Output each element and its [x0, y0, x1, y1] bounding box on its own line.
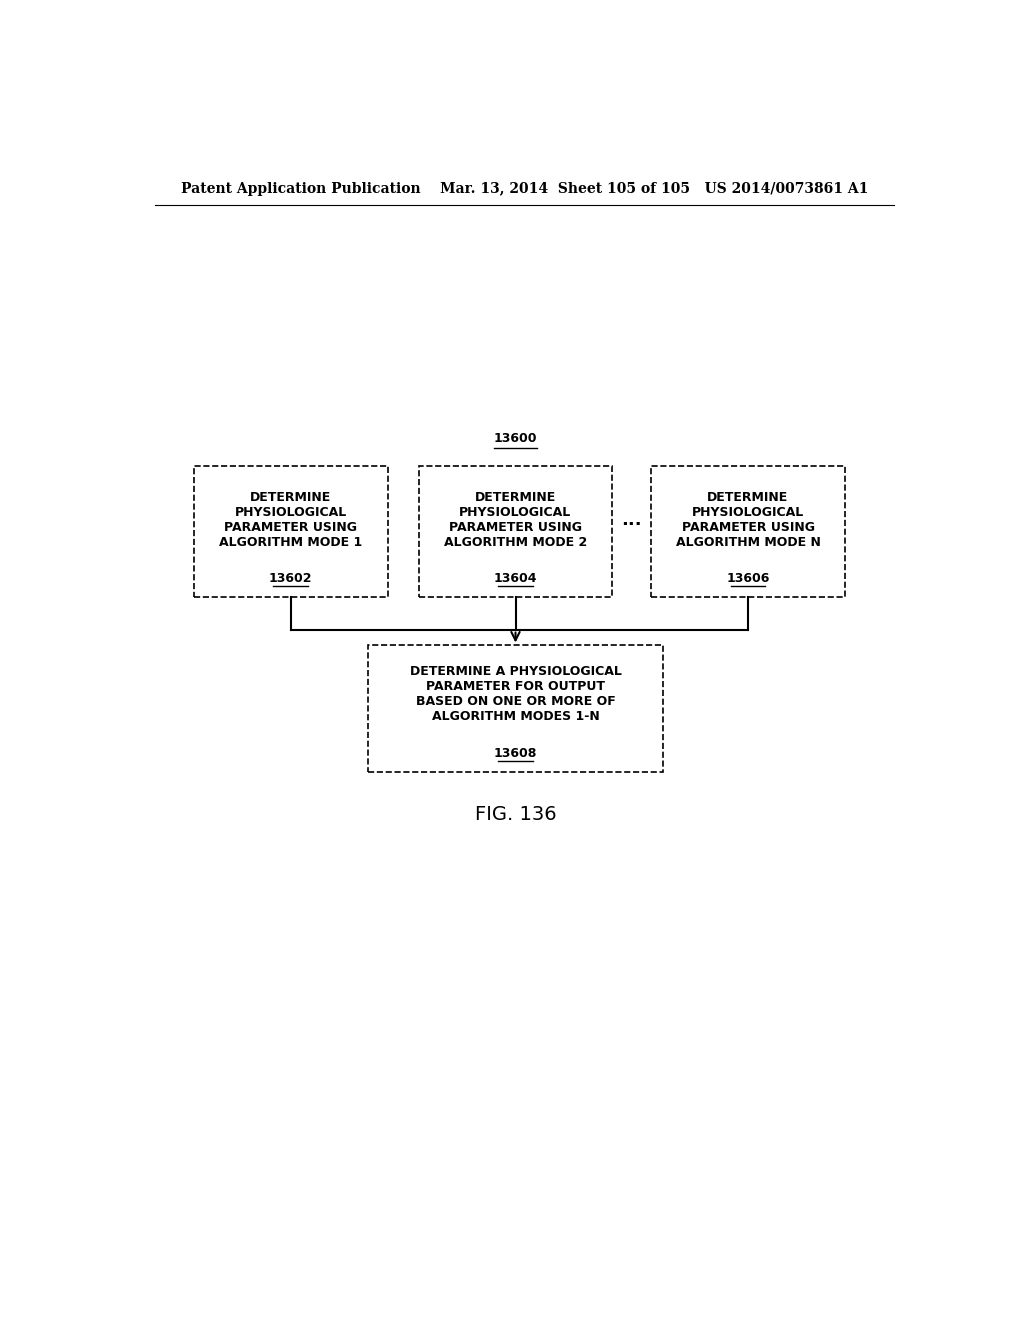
Text: DETERMINE
PHYSIOLOGICAL
PARAMETER USING
ALGORITHM MODE 1: DETERMINE PHYSIOLOGICAL PARAMETER USING … — [219, 491, 362, 549]
Text: Patent Application Publication    Mar. 13, 2014  Sheet 105 of 105   US 2014/0073: Patent Application Publication Mar. 13, … — [181, 182, 868, 197]
Text: ...: ... — [622, 511, 642, 529]
Text: 13604: 13604 — [494, 572, 538, 585]
Text: 13602: 13602 — [269, 572, 312, 585]
Text: DETERMINE
PHYSIOLOGICAL
PARAMETER USING
ALGORITHM MODE 2: DETERMINE PHYSIOLOGICAL PARAMETER USING … — [443, 491, 587, 549]
Text: 13606: 13606 — [726, 572, 770, 585]
FancyBboxPatch shape — [369, 645, 663, 772]
FancyBboxPatch shape — [651, 466, 845, 598]
Text: DETERMINE A PHYSIOLOGICAL
PARAMETER FOR OUTPUT
BASED ON ONE OR MORE OF
ALGORITHM: DETERMINE A PHYSIOLOGICAL PARAMETER FOR … — [410, 664, 622, 722]
Text: 13608: 13608 — [494, 747, 538, 760]
Text: FIG. 136: FIG. 136 — [475, 805, 556, 824]
Text: DETERMINE
PHYSIOLOGICAL
PARAMETER USING
ALGORITHM MODE N: DETERMINE PHYSIOLOGICAL PARAMETER USING … — [676, 491, 820, 549]
FancyBboxPatch shape — [419, 466, 612, 598]
Text: 13600: 13600 — [494, 432, 538, 445]
FancyBboxPatch shape — [194, 466, 388, 598]
